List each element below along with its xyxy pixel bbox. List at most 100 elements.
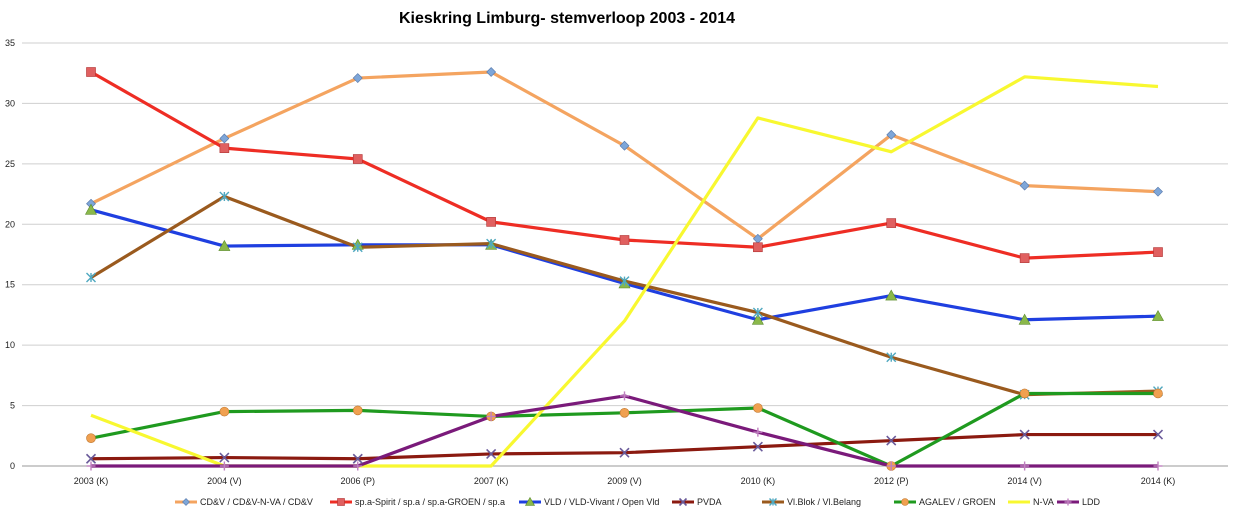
marker-plus bbox=[1064, 498, 1072, 506]
marker-star bbox=[769, 498, 777, 506]
data-point-series-4 bbox=[352, 242, 363, 253]
data-point-series-5 bbox=[619, 408, 630, 418]
legend-item: Vl.Blok / Vl.Belang bbox=[762, 497, 861, 507]
series-line-3 bbox=[90, 432, 1158, 461]
data-point-series-1 bbox=[219, 143, 230, 153]
legend-item: N-VA bbox=[1008, 497, 1054, 507]
data-point-series-3 bbox=[85, 453, 97, 464]
series-line-1 bbox=[90, 70, 1159, 260]
data-point-series-1 bbox=[1153, 247, 1163, 257]
legend-label: CD&V / CD&V-N-VA / CD&V bbox=[200, 497, 313, 507]
legend-label: LDD bbox=[1082, 497, 1101, 507]
data-point-series-3 bbox=[619, 447, 630, 458]
data-point-series-0 bbox=[219, 133, 230, 144]
data-point-series-7 bbox=[86, 461, 96, 471]
data-point-series-4 bbox=[86, 272, 96, 283]
x-tick-label: 2010 (K) bbox=[741, 476, 776, 486]
data-point-series-5 bbox=[1019, 388, 1030, 399]
legend-item: CD&V / CD&V-N-VA / CD&V bbox=[175, 497, 313, 507]
x-tick-label: 2006 (P) bbox=[340, 476, 375, 486]
data-point-series-0 bbox=[619, 140, 630, 151]
legend-item: LDD bbox=[1057, 497, 1101, 507]
data-point-series-5 bbox=[352, 405, 363, 416]
legend-label: VLD / VLD-Vivant / Open Vld bbox=[544, 497, 659, 507]
y-tick-label: 35 bbox=[5, 38, 15, 48]
marker-circle bbox=[901, 498, 909, 506]
data-point-series-2 bbox=[84, 203, 98, 215]
marker-diamond bbox=[182, 498, 190, 506]
data-point-series-7 bbox=[486, 411, 496, 421]
series-line-5 bbox=[90, 391, 1158, 468]
data-point-series-7 bbox=[620, 391, 629, 401]
data-point-series-0 bbox=[1019, 180, 1030, 191]
legend-label: sp.a-Spirit / sp.a / sp.a-GROEN / sp.a bbox=[355, 497, 505, 507]
series-line-0 bbox=[90, 70, 1159, 241]
x-tick-label: 2003 (K) bbox=[74, 476, 109, 486]
y-tick-label: 5 bbox=[10, 401, 15, 411]
data-point-series-1 bbox=[1019, 253, 1030, 263]
data-point-series-3 bbox=[352, 453, 363, 464]
series-line-2 bbox=[90, 208, 1159, 322]
legend-label: AGALEV / GROEN bbox=[919, 497, 996, 507]
marker-x bbox=[678, 497, 688, 507]
data-point-series-5 bbox=[219, 406, 230, 417]
data-point-series-3 bbox=[486, 448, 497, 459]
data-point-series-7 bbox=[886, 461, 896, 471]
x-tick-label: 2014 (K) bbox=[1141, 476, 1176, 486]
marker-square bbox=[337, 498, 345, 506]
data-point-series-4 bbox=[619, 276, 630, 287]
x-tick-label: 2004 (V) bbox=[207, 476, 242, 486]
y-tick-label: 30 bbox=[5, 98, 15, 108]
legend-item: PVDA bbox=[672, 497, 722, 507]
data-point-series-3 bbox=[1019, 429, 1030, 440]
data-point-series-3 bbox=[886, 435, 897, 446]
data-point-series-1 bbox=[352, 154, 363, 164]
data-point-series-7 bbox=[219, 461, 229, 471]
data-point-series-2 bbox=[885, 289, 898, 301]
data-point-series-5 bbox=[1153, 388, 1163, 399]
y-tick-label: 0 bbox=[10, 461, 15, 471]
data-point-series-5 bbox=[86, 433, 96, 444]
data-point-series-7 bbox=[1153, 461, 1163, 471]
data-point-series-1 bbox=[619, 235, 630, 245]
data-point-series-4 bbox=[752, 307, 763, 318]
data-point-series-0 bbox=[352, 73, 363, 83]
data-point-series-2 bbox=[218, 239, 231, 251]
x-tick-label: 2007 (K) bbox=[474, 476, 509, 486]
x-tick-label: 2012 (P) bbox=[874, 476, 909, 486]
legend-label: PVDA bbox=[697, 497, 722, 507]
y-tick-label: 20 bbox=[5, 219, 15, 229]
data-point-series-7 bbox=[753, 427, 763, 437]
series-line-4 bbox=[90, 194, 1159, 397]
legend-label: Vl.Blok / Vl.Belang bbox=[787, 497, 861, 507]
data-point-series-5 bbox=[753, 403, 763, 413]
legend-item: VLD / VLD-Vivant / Open Vld bbox=[519, 496, 659, 507]
data-point-series-2 bbox=[751, 313, 764, 325]
chart-title: Kieskring Limburg- stemverloop 2003 - 20… bbox=[398, 10, 736, 27]
legend-item: sp.a-Spirit / sp.a / sp.a-GROEN / sp.a bbox=[330, 497, 505, 507]
data-point-series-7 bbox=[353, 461, 363, 471]
data-point-series-4 bbox=[219, 191, 230, 202]
y-tick-label: 25 bbox=[5, 159, 15, 169]
data-point-series-1 bbox=[753, 242, 763, 253]
data-point-series-1 bbox=[86, 67, 96, 77]
x-tick-label: 2009 (V) bbox=[607, 476, 642, 486]
data-point-series-2 bbox=[1018, 313, 1031, 325]
y-tick-label: 10 bbox=[5, 340, 15, 350]
data-point-series-2 bbox=[1151, 310, 1165, 321]
data-point-series-4 bbox=[886, 352, 897, 363]
data-point-series-3 bbox=[1152, 429, 1164, 440]
legend-label: N-VA bbox=[1033, 497, 1054, 507]
data-point-series-0 bbox=[486, 67, 497, 77]
data-point-series-4 bbox=[486, 238, 497, 249]
x-tick-label: 2014 (V) bbox=[1007, 476, 1042, 486]
legend-item: AGALEV / GROEN bbox=[894, 497, 996, 507]
data-point-series-0 bbox=[886, 129, 897, 140]
marker-triangle bbox=[524, 496, 536, 506]
data-point-series-7 bbox=[1020, 461, 1030, 471]
data-point-series-0 bbox=[1153, 186, 1163, 197]
data-point-series-3 bbox=[752, 441, 763, 452]
y-tick-label: 15 bbox=[5, 280, 15, 290]
